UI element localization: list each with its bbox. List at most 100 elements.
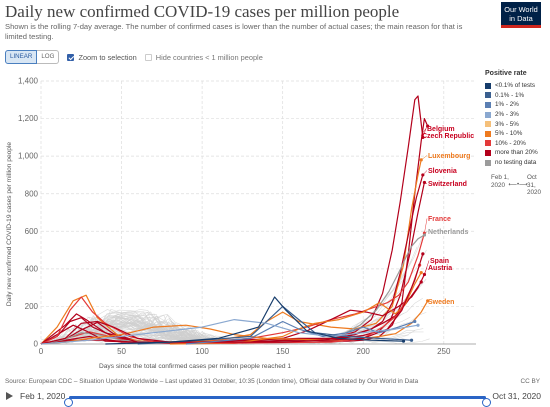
legend-item-label: 5% - 10% xyxy=(495,130,523,138)
hide-small-countries-label: Hide countries < 1 million people xyxy=(155,52,263,62)
series-label: France xyxy=(428,216,451,223)
x-tick-label: 50 xyxy=(117,347,126,356)
legend-swatch xyxy=(485,159,491,166)
series-end-point xyxy=(419,271,423,275)
x-tick-label: 0 xyxy=(39,347,44,356)
legend-item[interactable]: 5% - 10% xyxy=(485,129,547,139)
legend-item[interactable]: no testing data xyxy=(485,158,547,168)
source-note: Source: European CDC – Situation Update … xyxy=(5,378,419,385)
play-icon[interactable] xyxy=(6,392,13,400)
legend-item[interactable]: <0.1% of tests xyxy=(485,81,547,91)
scale-toggle: LINEAR LOG xyxy=(5,50,60,64)
legend-item[interactable]: 10% - 20% xyxy=(485,139,547,149)
label-leader-line xyxy=(424,231,428,236)
y-tick-label: 0 xyxy=(34,340,39,349)
checkbox-unchecked-icon xyxy=(144,53,152,61)
legend-item-label: 2% - 3% xyxy=(495,111,519,119)
legend-item-label: 0.1% - 1% xyxy=(495,91,525,99)
series-end-point xyxy=(401,339,406,343)
legend-item[interactable]: 2% - 3% xyxy=(485,110,547,120)
legend-item-label: 10% - 20% xyxy=(495,139,526,147)
label-leader-line xyxy=(420,267,428,283)
series-line-belgium xyxy=(40,95,424,345)
legend-item-label: 1% - 2% xyxy=(495,101,519,109)
legend-time-start: Feb 1, 2020 xyxy=(491,174,509,189)
hide-small-countries-checkbox[interactable]: Hide countries < 1 million people xyxy=(144,52,263,62)
axes: 0 200 400 600 800 1,000 1,200 1,400 0 50 100 150 200… xyxy=(18,77,476,356)
y-tick-label: 800 xyxy=(25,189,39,198)
legend-swatch xyxy=(485,82,491,89)
series-line xyxy=(169,272,422,345)
legend-swatch xyxy=(485,130,491,137)
series-label: Spain xyxy=(430,258,449,265)
license-label[interactable]: CC BY xyxy=(520,378,540,385)
legend-swatch xyxy=(485,101,491,108)
legend-title: Positive rate xyxy=(485,70,527,77)
y-axis-label: Daily new confirmed COVID-19 cases per m… xyxy=(6,142,13,307)
legend: Positive rate <0.1% of tests 0.1% - 1% 1% … xyxy=(485,70,547,167)
y-tick-label: 600 xyxy=(25,227,39,236)
series-line-france xyxy=(40,233,425,345)
series-end-point xyxy=(416,323,420,327)
legend-time-end: Oct 31, 2020 xyxy=(527,174,542,196)
timeline-end-handle[interactable] xyxy=(482,398,491,407)
x-tick-label: 250 xyxy=(437,347,451,356)
series-label: Austria xyxy=(428,265,452,272)
y-tick-label: 1,000 xyxy=(18,152,39,161)
x-tick-label: 150 xyxy=(276,347,290,356)
series-end-point xyxy=(421,252,425,256)
chart-controls: LINEAR LOG Zoom to selection Hide countr… xyxy=(5,50,263,64)
zoom-to-selection-checkbox[interactable]: Zoom to selection xyxy=(67,52,137,62)
y-tick-label: 1,200 xyxy=(18,114,39,123)
series-label: Switzerland xyxy=(428,181,467,188)
x-axis-label: Days since the total confirmed cases per… xyxy=(99,363,291,370)
legend-item-label: no testing data xyxy=(495,159,537,167)
series-end-point xyxy=(422,180,427,185)
legend-item-label: 3% - 5% xyxy=(495,120,519,128)
label-leader-line xyxy=(421,155,428,161)
series-end-point xyxy=(409,338,414,342)
legend-swatch xyxy=(485,111,491,118)
label-leader-line xyxy=(422,170,428,176)
legend-item[interactable]: 3% - 5% xyxy=(485,119,547,129)
series-line xyxy=(105,296,404,345)
owid-logo[interactable]: Our World in Data xyxy=(501,2,541,28)
series-line-spain xyxy=(40,274,425,345)
x-tick-label: 100 xyxy=(195,347,209,356)
label-leader-line xyxy=(424,218,428,234)
y-tick-label: 1,400 xyxy=(18,77,39,86)
zoom-label: Zoom to selection xyxy=(78,52,137,62)
legend-swatch xyxy=(485,92,491,99)
legend-item-label: more than 20% xyxy=(495,149,538,157)
series-line-czech-republic xyxy=(40,118,429,345)
timeline: Feb 1, 2020 Oct 31, 2020 xyxy=(0,389,550,407)
log-scale-button[interactable]: LOG xyxy=(37,50,60,64)
legend-swatch xyxy=(485,149,491,156)
legend-item-label: <0.1% of tests xyxy=(495,82,536,90)
x-tick-label: 200 xyxy=(357,347,371,356)
legend-item[interactable]: more than 20% xyxy=(485,148,547,158)
legend-item[interactable]: 0.1% - 1% xyxy=(485,91,547,101)
series-end-point xyxy=(413,319,417,324)
linear-scale-button[interactable]: LINEAR xyxy=(5,50,38,64)
y-tick-label: 400 xyxy=(25,264,39,273)
timeline-track[interactable] xyxy=(64,396,491,407)
legend-swatch xyxy=(485,121,491,128)
series-label: Belgium xyxy=(427,126,455,133)
time-range-arrow-icon: ⟵•⟶ xyxy=(508,182,528,188)
chart-title: Daily new confirmed COVID-19 cases per m… xyxy=(5,2,400,21)
label-leader-line xyxy=(424,182,428,184)
series-label: Netherlands xyxy=(428,229,469,236)
label-leader-line xyxy=(426,300,428,302)
timeline-start-handle[interactable] xyxy=(64,398,73,407)
chart-subtitle: Shown is the rolling 7-day average. The … xyxy=(5,22,463,41)
label-leader-line xyxy=(420,125,428,136)
timeline-end-label: Oct 31, 2020 xyxy=(492,391,541,401)
series-label: Slovenia xyxy=(428,168,457,175)
series-label: Sweden xyxy=(428,299,454,306)
series-label: Czech Republic xyxy=(422,133,474,140)
legend-item[interactable]: 1% - 2% xyxy=(485,100,547,110)
y-tick-label: 200 xyxy=(25,302,39,311)
checkbox-checked-icon xyxy=(67,53,75,61)
